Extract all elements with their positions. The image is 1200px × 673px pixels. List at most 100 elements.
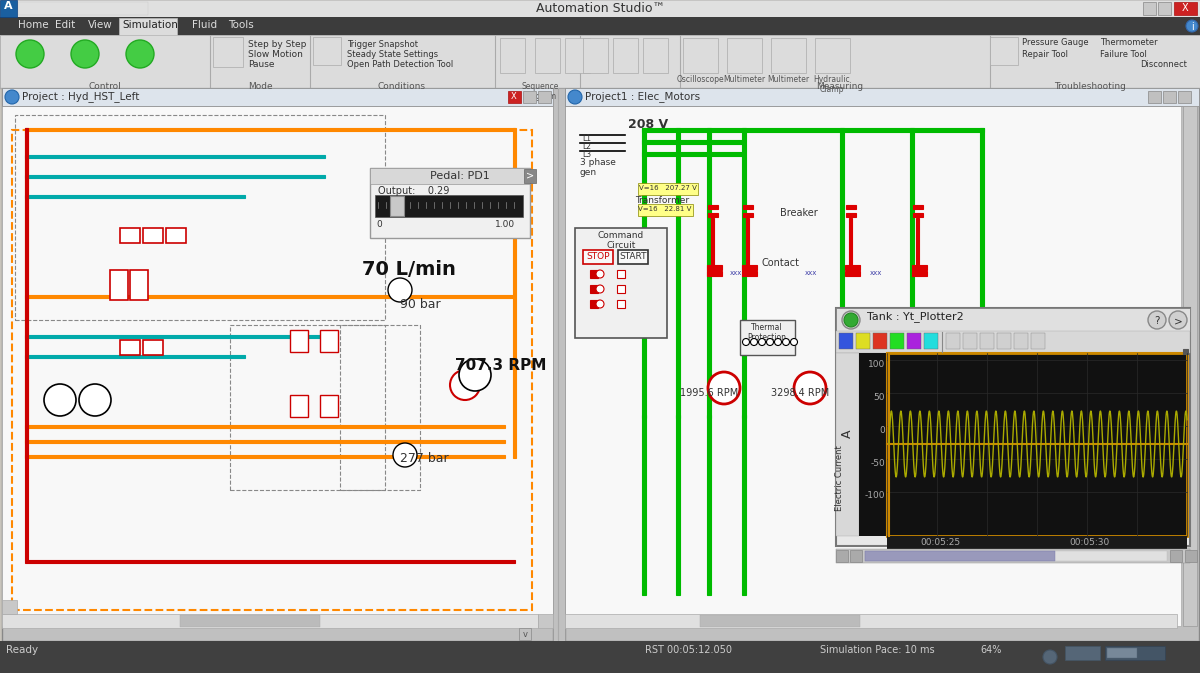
- Bar: [707, 265, 722, 270]
- Bar: [0, 17, 1200, 35]
- Text: xxx: xxx: [805, 270, 817, 276]
- Bar: [2, 88, 553, 106]
- Text: Slow Motion: Slow Motion: [248, 50, 302, 59]
- Bar: [25, 155, 325, 157]
- Text: Failure Tool: Failure Tool: [1100, 50, 1147, 59]
- Text: L3: L3: [582, 150, 592, 159]
- Bar: [370, 168, 530, 238]
- Circle shape: [16, 40, 44, 68]
- Text: Control: Control: [89, 82, 121, 91]
- Text: 0: 0: [880, 426, 886, 435]
- Bar: [850, 218, 852, 265]
- Bar: [742, 128, 746, 418]
- Text: 707.3 RPM: 707.3 RPM: [455, 358, 546, 373]
- Bar: [565, 38, 590, 73]
- Text: Open Path Detection Tool: Open Path Detection Tool: [347, 60, 454, 69]
- Bar: [320, 395, 338, 417]
- Text: Pressure Gauge: Pressure Gauge: [1022, 38, 1088, 47]
- Text: 3 phase
gen: 3 phase gen: [580, 158, 616, 178]
- Text: 50: 50: [874, 393, 886, 402]
- Bar: [583, 250, 613, 264]
- Bar: [840, 128, 844, 418]
- Circle shape: [750, 339, 757, 345]
- Bar: [565, 88, 1199, 641]
- Text: Conditions: Conditions: [378, 82, 426, 91]
- Bar: [0, 0, 17, 17]
- Bar: [214, 37, 242, 67]
- Bar: [310, 35, 496, 88]
- Bar: [708, 213, 718, 217]
- Text: X: X: [1182, 3, 1188, 13]
- Text: V=16   22.81 V: V=16 22.81 V: [638, 206, 691, 212]
- Bar: [25, 440, 505, 443]
- Bar: [676, 128, 680, 418]
- Bar: [642, 152, 742, 156]
- Bar: [707, 415, 710, 595]
- Bar: [1108, 648, 1138, 658]
- Text: 0: 0: [376, 220, 382, 229]
- Bar: [1186, 550, 1198, 562]
- Bar: [320, 330, 338, 352]
- Bar: [1170, 550, 1182, 562]
- Bar: [836, 353, 859, 536]
- Bar: [913, 205, 923, 209]
- Bar: [1158, 2, 1171, 15]
- Bar: [772, 38, 806, 73]
- Bar: [708, 205, 718, 209]
- Circle shape: [708, 372, 740, 404]
- Bar: [230, 325, 385, 490]
- Text: 00:05:25: 00:05:25: [920, 538, 960, 547]
- Bar: [680, 35, 990, 88]
- Bar: [535, 38, 560, 73]
- Text: Measuring: Measuring: [816, 82, 864, 91]
- Text: 3298.4 RPM: 3298.4 RPM: [772, 388, 829, 398]
- Bar: [1031, 333, 1045, 349]
- Circle shape: [758, 339, 766, 345]
- Bar: [912, 271, 928, 276]
- Bar: [850, 550, 862, 562]
- Circle shape: [596, 300, 604, 308]
- Circle shape: [44, 384, 76, 416]
- Text: >: >: [526, 170, 534, 180]
- Text: xxx: xxx: [870, 270, 882, 276]
- Bar: [740, 320, 796, 355]
- Text: 1995.6 RPM: 1995.6 RPM: [680, 388, 738, 398]
- Bar: [859, 353, 887, 536]
- Circle shape: [394, 443, 418, 467]
- Text: i: i: [1190, 22, 1193, 32]
- Text: Troubleshooting: Troubleshooting: [1054, 82, 1126, 91]
- Bar: [746, 218, 749, 265]
- Text: -50: -50: [870, 459, 886, 468]
- Text: Breaker: Breaker: [780, 208, 817, 218]
- Text: Trigger Snapshot: Trigger Snapshot: [347, 40, 418, 49]
- Bar: [25, 355, 245, 357]
- Bar: [643, 38, 668, 73]
- Text: A: A: [840, 430, 853, 439]
- Text: A: A: [4, 1, 13, 11]
- Bar: [210, 35, 310, 88]
- Bar: [313, 37, 341, 65]
- Bar: [370, 168, 530, 184]
- Text: Sequence
Diagram: Sequence Diagram: [521, 82, 559, 102]
- Bar: [590, 285, 598, 293]
- Bar: [836, 308, 1190, 546]
- Circle shape: [1043, 650, 1057, 664]
- Bar: [166, 228, 186, 243]
- Bar: [1174, 2, 1198, 15]
- Text: 208 V: 208 V: [628, 118, 668, 131]
- Bar: [496, 35, 580, 88]
- Circle shape: [5, 90, 19, 104]
- Bar: [25, 335, 325, 337]
- Bar: [865, 551, 1166, 561]
- Text: Tank : Yt_Plotter2: Tank : Yt_Plotter2: [866, 311, 964, 322]
- Text: View: View: [88, 20, 113, 30]
- Bar: [180, 615, 320, 627]
- Bar: [638, 204, 694, 216]
- Bar: [2, 600, 17, 614]
- Circle shape: [1148, 311, 1166, 329]
- Bar: [980, 333, 994, 349]
- Bar: [836, 549, 1190, 563]
- Bar: [617, 270, 625, 278]
- Bar: [565, 614, 1177, 628]
- Bar: [1014, 333, 1028, 349]
